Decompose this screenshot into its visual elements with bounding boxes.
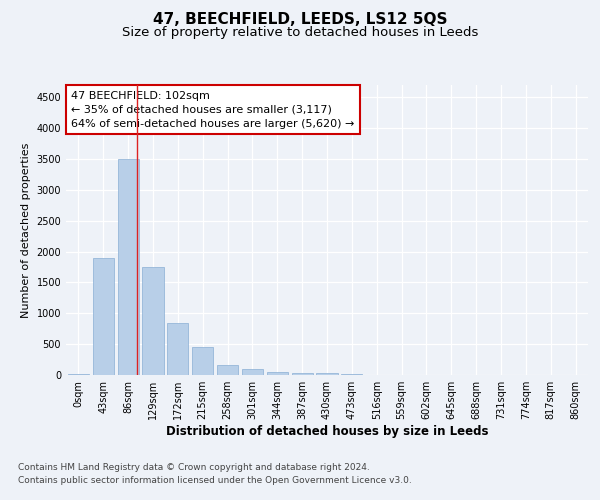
Bar <box>242 369 263 375</box>
Text: 47, BEECHFIELD, LEEDS, LS12 5QS: 47, BEECHFIELD, LEEDS, LS12 5QS <box>153 12 447 28</box>
Bar <box>267 372 288 375</box>
Bar <box>93 258 114 375</box>
Y-axis label: Number of detached properties: Number of detached properties <box>21 142 31 318</box>
Bar <box>68 374 89 375</box>
Bar <box>118 159 139 375</box>
Bar <box>167 322 188 375</box>
Text: 47 BEECHFIELD: 102sqm
← 35% of detached houses are smaller (3,117)
64% of semi-d: 47 BEECHFIELD: 102sqm ← 35% of detached … <box>71 91 355 129</box>
Text: Contains public sector information licensed under the Open Government Licence v3: Contains public sector information licen… <box>18 476 412 485</box>
Text: Contains HM Land Registry data © Crown copyright and database right 2024.: Contains HM Land Registry data © Crown c… <box>18 462 370 471</box>
Bar <box>217 366 238 375</box>
Text: Size of property relative to detached houses in Leeds: Size of property relative to detached ho… <box>122 26 478 39</box>
Bar <box>192 347 213 375</box>
Bar <box>341 374 362 375</box>
Bar <box>316 373 338 375</box>
Bar <box>142 267 164 375</box>
Bar <box>292 372 313 375</box>
X-axis label: Distribution of detached houses by size in Leeds: Distribution of detached houses by size … <box>166 425 488 438</box>
